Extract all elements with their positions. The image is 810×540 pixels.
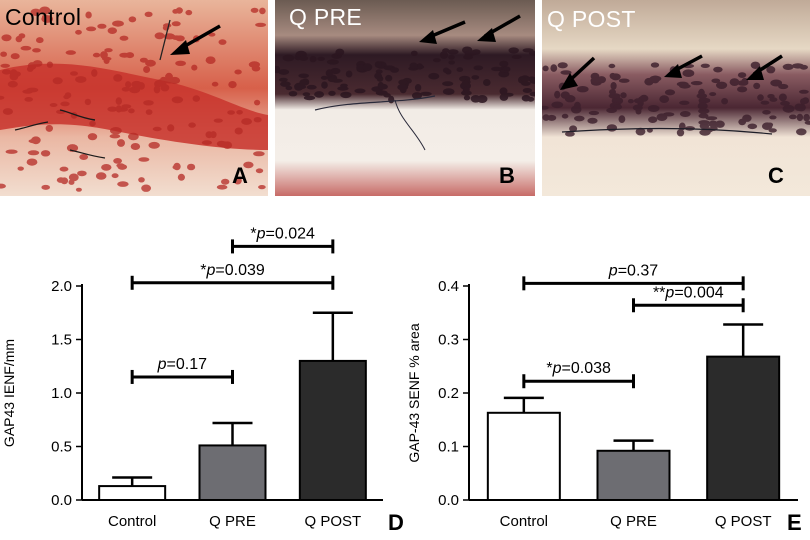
- significance-label: *p=0.039: [200, 262, 265, 279]
- micrograph-control: Control A: [0, 0, 268, 196]
- bar: [706, 355, 781, 501]
- panel-letter: C: [768, 163, 784, 188]
- significance-label: *p=0.038: [546, 360, 611, 377]
- significance-label: *p=0.024: [250, 225, 315, 242]
- x-tick-label: Q PRE: [610, 513, 657, 530]
- micrograph-q-pre: Q PRE B: [275, 0, 535, 196]
- bar: [596, 449, 671, 501]
- x-tick-label: Q POST: [715, 513, 772, 530]
- y-tick-label: 1.5: [51, 332, 72, 349]
- significance-label: p=0.37: [608, 262, 658, 279]
- micrograph-title: Control: [5, 4, 82, 30]
- y-tick-label: 0.4: [438, 278, 459, 295]
- micrograph-title: Q POST: [547, 6, 636, 32]
- x-tick-label: Control: [500, 513, 548, 530]
- y-axis-label: GAP43 IENF/mm: [1, 339, 17, 447]
- y-axis-label: GAP-43 SENF % area: [406, 323, 422, 462]
- bar-chart-ienf: 0.0 0.5 1.0 1.5 2.0 Control Q PRE Q POST GAP43 I…: [1, 225, 404, 535]
- x-tick-label: Q PRE: [209, 513, 256, 530]
- panel-letter: D: [388, 510, 404, 535]
- micrograph-q-post: Q POST C: [542, 0, 810, 196]
- y-tick-label: 0.1: [438, 439, 459, 456]
- significance-label: **p=0.004: [653, 284, 724, 301]
- y-tick-label: 0.5: [51, 439, 72, 456]
- bar: [198, 444, 267, 501]
- y-tick-label: 0.0: [438, 492, 459, 509]
- y-tick-label: 2.0: [51, 278, 72, 295]
- bar: [486, 411, 561, 501]
- micrograph-title: Q PRE: [289, 4, 363, 30]
- y-tick-label: 0.3: [438, 332, 459, 349]
- y-tick-label: 0.2: [438, 385, 459, 402]
- panel-letter: B: [499, 163, 515, 188]
- micrograph-q-pre-image: [275, 0, 535, 196]
- x-tick-label: Control: [108, 513, 156, 530]
- micrograph-q-post-image: [542, 0, 810, 196]
- micrograph-control-image: [0, 0, 268, 196]
- panel-letter: E: [787, 510, 802, 535]
- x-tick-label: Q POST: [304, 513, 361, 530]
- significance-label: p=0.17: [157, 356, 207, 373]
- bar-chart-senf: 0.0 0.1 0.2 0.3 0.4 Control Q PRE Q POST GAP-43 …: [406, 262, 802, 535]
- y-tick-label: 1.0: [51, 385, 72, 402]
- y-tick-label: 0.0: [51, 492, 72, 509]
- bar: [98, 485, 167, 501]
- panel-letter: A: [232, 163, 248, 188]
- bar: [298, 359, 367, 501]
